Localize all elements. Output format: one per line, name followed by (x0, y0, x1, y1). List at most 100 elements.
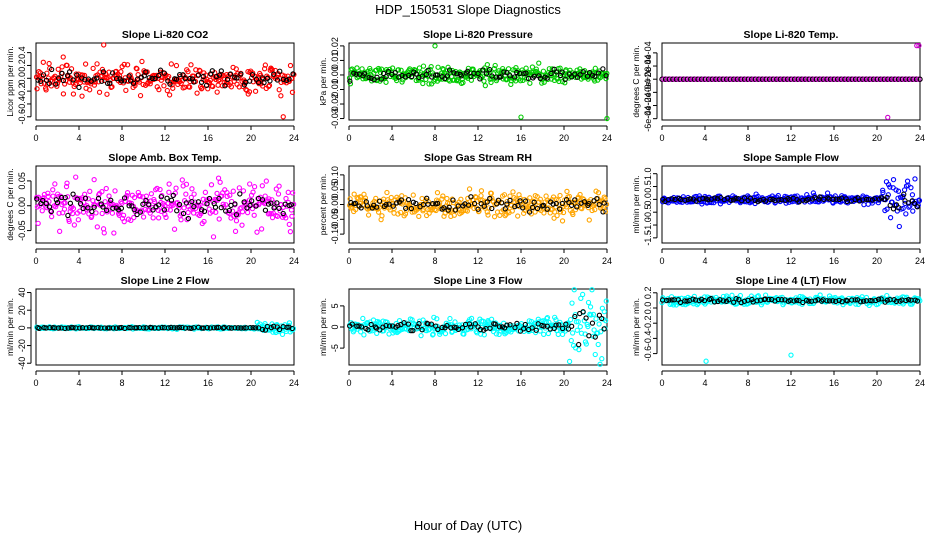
data-point-dark (253, 203, 259, 209)
x-tick-label: 24 (915, 378, 925, 388)
data-point (782, 76, 789, 82)
data-point-dark (180, 72, 186, 78)
y-axis-label: degrees C per min. (631, 45, 641, 117)
x-tick-label: 0 (659, 256, 664, 266)
data-point-dark (481, 203, 487, 209)
data-point (722, 76, 728, 82)
data-point-dark (541, 323, 547, 329)
data-point (190, 210, 197, 216)
data-point-dark (701, 297, 708, 304)
data-point (208, 182, 215, 188)
y-axis-label: ml/min per min. (631, 298, 641, 356)
x-tick-label: 20 (246, 378, 256, 388)
panel-title: Slope Amb. Box Temp. (108, 152, 221, 164)
data-point-dark (259, 326, 266, 333)
data-point (464, 208, 471, 214)
data-point-dark (174, 325, 180, 331)
data-point-dark (523, 70, 529, 76)
data-point (567, 316, 574, 323)
x-tick-label: 8 (119, 256, 124, 266)
data-point (916, 42, 922, 49)
data-point (521, 210, 527, 216)
data-point-dark (572, 313, 578, 320)
data-point (432, 206, 438, 213)
data-point (555, 76, 561, 82)
data-point-dark (521, 326, 527, 332)
data-point-dark (280, 76, 287, 82)
data-point-dark (684, 76, 690, 82)
data-point (55, 66, 61, 72)
y-tick-label: 20 (17, 305, 27, 315)
x-tick-label: 20 (872, 378, 882, 388)
data-point (381, 196, 387, 202)
data-point (603, 75, 609, 82)
data-point (214, 190, 220, 197)
data-point-dark (274, 200, 280, 206)
data-point-dark (415, 324, 421, 330)
data-point (589, 287, 595, 293)
data-point (556, 201, 562, 207)
data-point-dark (526, 209, 533, 215)
x-tick-label: 4 (76, 133, 81, 143)
data-point-dark (572, 197, 578, 203)
data-point (544, 314, 551, 321)
data-point (466, 186, 473, 192)
data-point-dark (544, 206, 550, 212)
data-point-dark (784, 76, 791, 82)
data-point-dark (669, 297, 675, 303)
data-point-dark (49, 66, 55, 73)
data-point (351, 191, 357, 197)
data-point-dark (888, 76, 894, 82)
data-point-dark (486, 66, 493, 73)
data-point (529, 64, 536, 70)
data-point-dark (574, 204, 580, 210)
data-point-dark (66, 69, 73, 75)
data-point-dark (209, 68, 215, 74)
data-point (890, 76, 896, 82)
data-point-dark (517, 198, 523, 204)
data-point (453, 77, 460, 84)
data-point-dark (445, 207, 451, 213)
data-point (87, 87, 93, 93)
data-point-dark (286, 76, 292, 82)
data-point (439, 196, 445, 202)
data-point-dark (366, 75, 372, 81)
data-point-dark (693, 198, 699, 204)
data-point (247, 181, 253, 187)
y-tick-label: 0.00 (330, 66, 340, 84)
data-point-dark (901, 191, 907, 197)
data-point-dark (435, 326, 441, 332)
data-point-dark (502, 206, 508, 212)
data-point-dark (659, 76, 665, 82)
data-point-dark (849, 297, 855, 303)
data-point-dark (688, 76, 694, 82)
data-point-dark (511, 74, 518, 80)
data-point-dark (250, 325, 256, 331)
data-points (347, 186, 610, 224)
data-point (87, 188, 93, 194)
data-point (729, 292, 735, 298)
data-point (768, 76, 774, 82)
data-point (72, 81, 79, 88)
data-point-dark (903, 76, 909, 82)
data-point (224, 193, 230, 199)
data-point-dark (514, 320, 520, 327)
data-point-dark (669, 196, 675, 202)
data-point (262, 193, 268, 199)
data-point-dark (444, 73, 451, 79)
data-point-dark (475, 70, 481, 77)
y-tick-label: 0.0 (17, 72, 27, 85)
data-point-dark (913, 76, 920, 82)
data-point (283, 195, 289, 202)
data-point-dark (700, 195, 706, 202)
y-axis-label: Licor ppm per min. (5, 46, 15, 116)
data-point-dark (895, 76, 902, 82)
data-point (175, 202, 182, 209)
data-point-dark (531, 199, 537, 205)
data-point (157, 186, 163, 193)
data-point-dark (191, 203, 197, 210)
data-point-dark (82, 195, 89, 201)
data-point-dark (226, 207, 232, 214)
data-point-dark (559, 325, 566, 332)
